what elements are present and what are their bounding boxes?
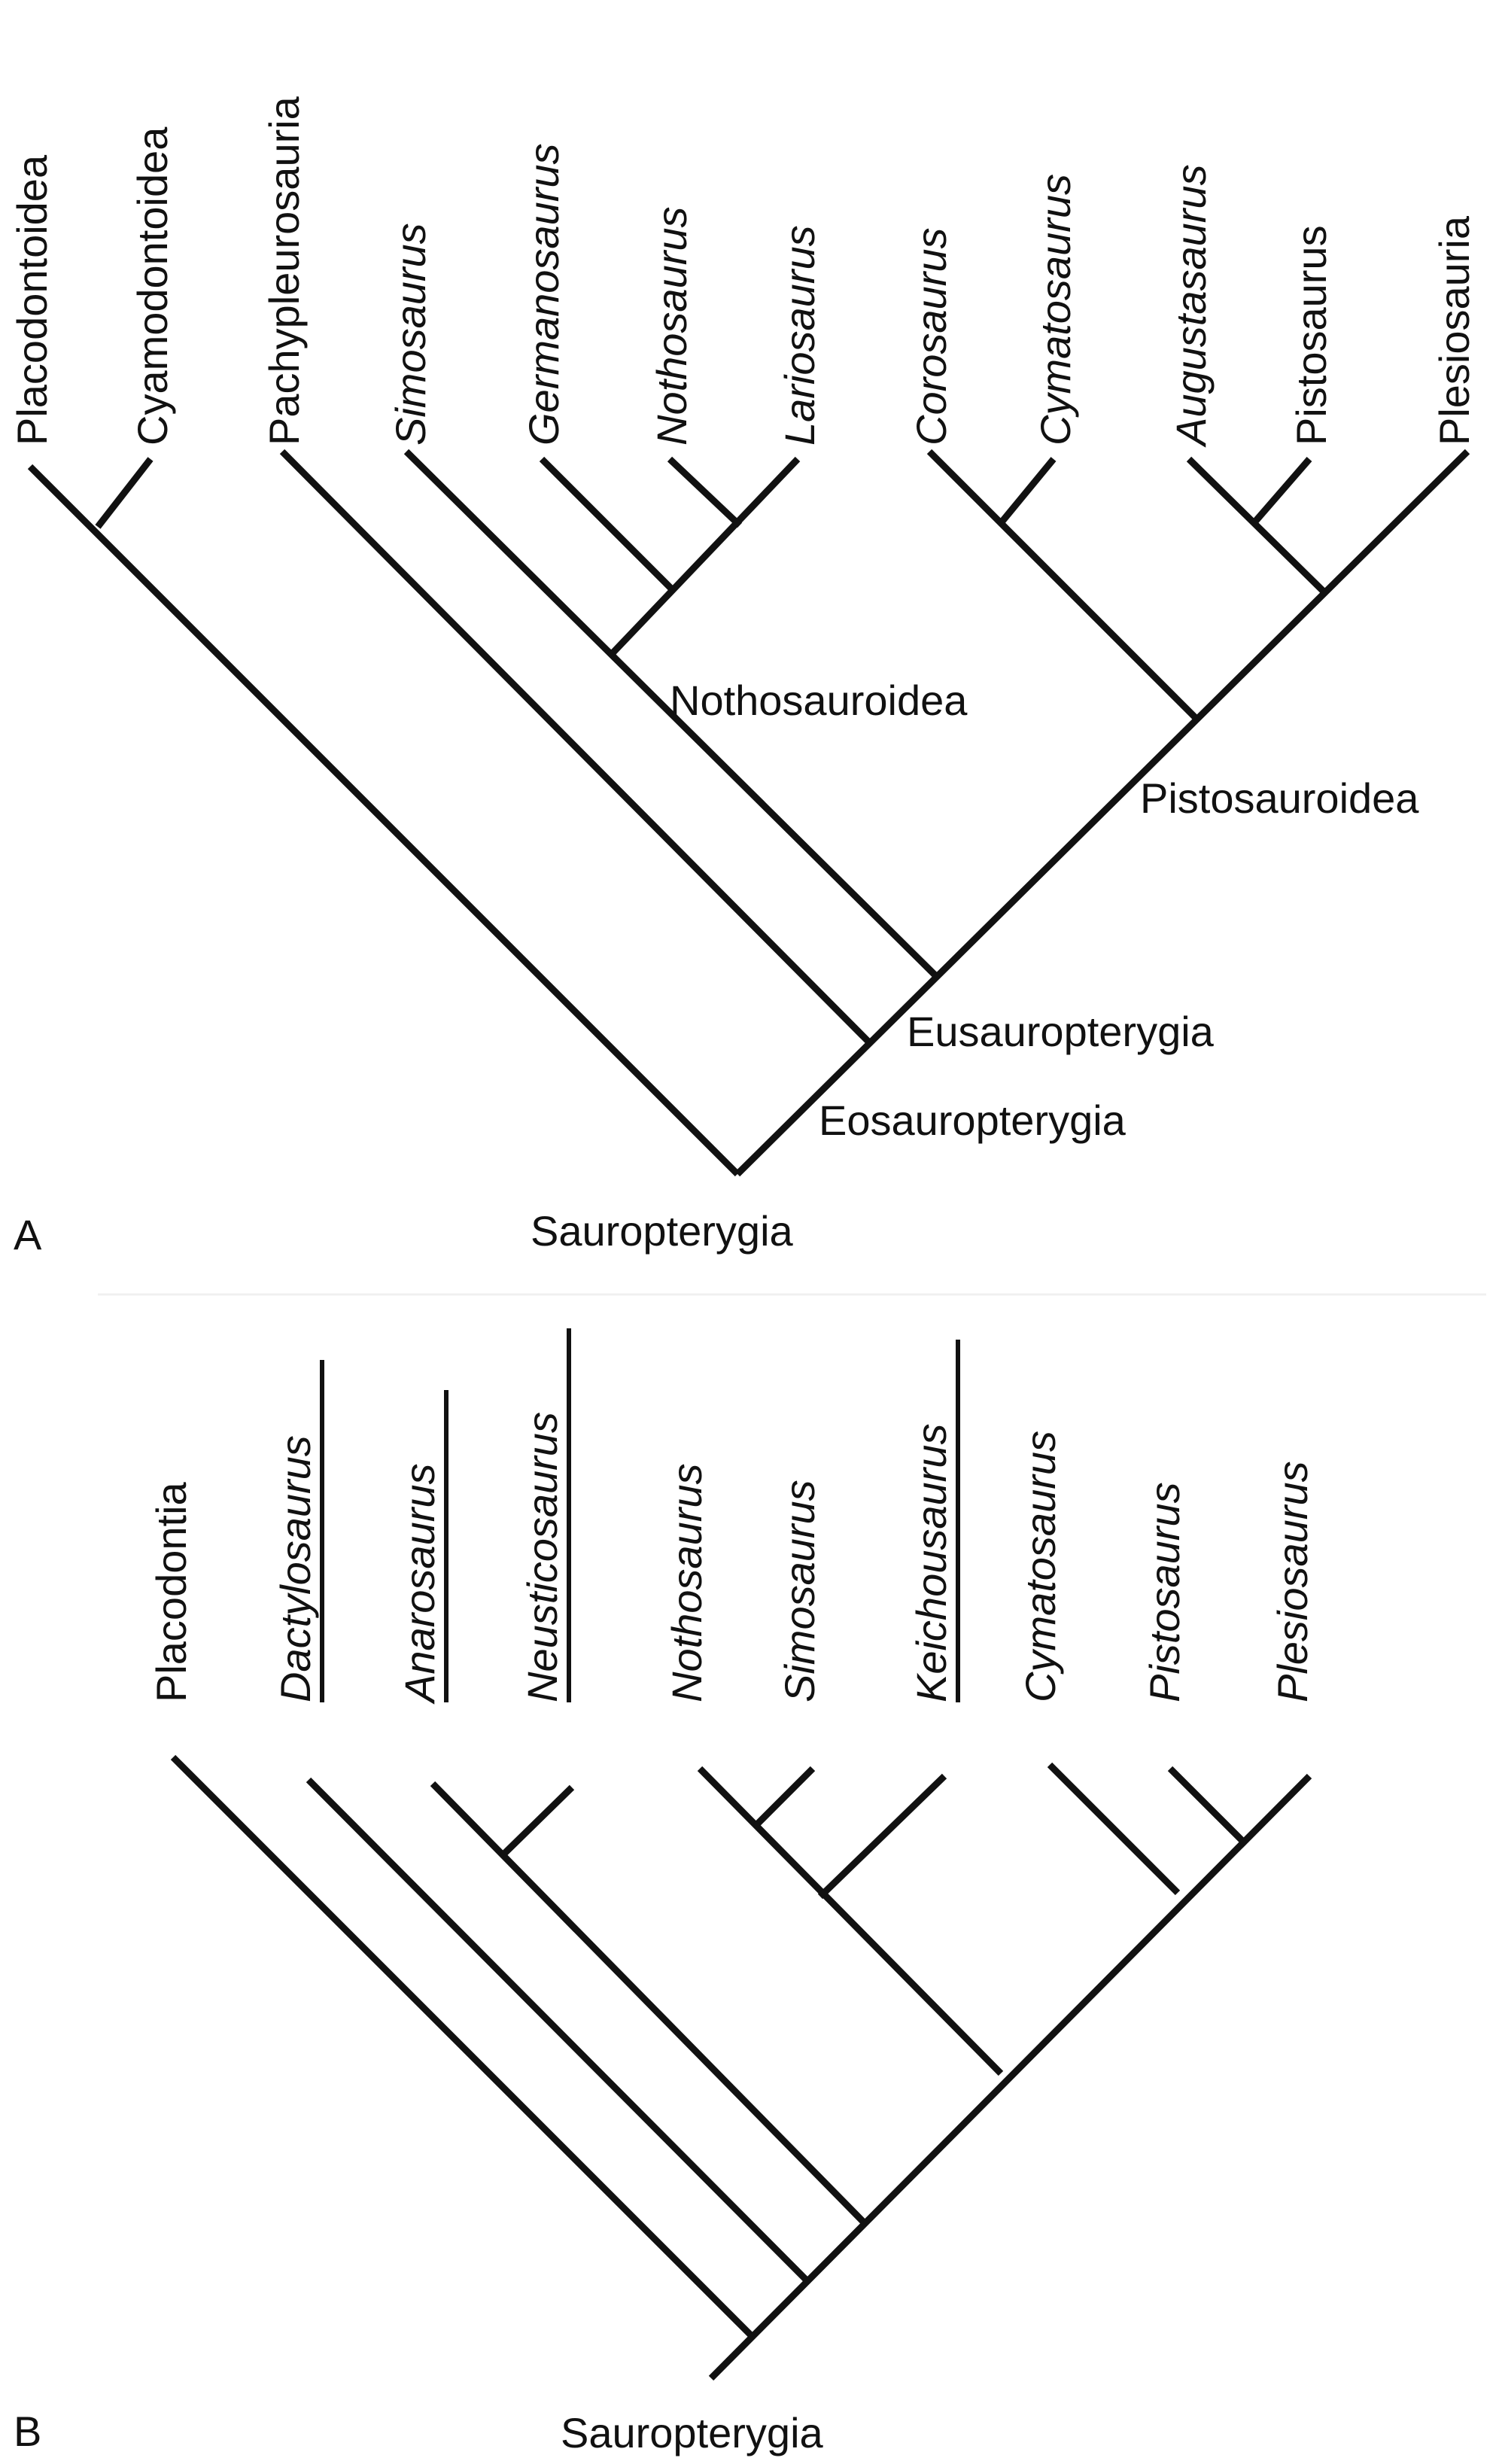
branch-simosaurus-b	[752, 1766, 816, 1830]
taxon-simosaurus-b: Simosaurus	[776, 1480, 823, 1702]
branch-cymatosaurus	[998, 457, 1057, 525]
panel-a-tree	[27, 449, 1470, 1177]
branch-placodont-clade	[27, 464, 740, 1177]
taxon-germanosaurus: Germanosaurus	[520, 143, 567, 446]
branch-neusticosaurus	[500, 1784, 575, 1858]
taxon-placodontoidea: Placodontoidea	[8, 154, 56, 446]
taxon-nothosaurus-b: Nothosaurus	[663, 1463, 710, 1702]
taxon-augustasaurus: Augustasaurus	[1167, 164, 1215, 448]
branch-augustasaurus	[1186, 456, 1326, 594]
branch-pistosaurus	[1252, 457, 1312, 524]
clade-sauropterygia-a: Sauropterygia	[531, 1207, 794, 1255]
panel-letter-b: B	[14, 2408, 41, 2455]
taxon-nothosaurus: Nothosaurus	[648, 206, 695, 446]
branch-germanosaurus	[539, 456, 677, 594]
branch-dactylosaurus	[306, 1777, 812, 2286]
panel-b-labels: Placodontia Dactylosaurus Anarosaurus Ne…	[14, 1328, 1316, 2456]
taxon-cymatosaurus: Cymatosaurus	[1032, 174, 1079, 446]
clade-eusauropterygia: Eusauropterygia	[907, 1008, 1215, 1055]
panel-b-tree	[170, 1754, 1312, 2381]
taxon-neusticosaurus: Neusticosaurus	[518, 1412, 566, 1702]
branch-anarosaurus	[430, 1781, 868, 2227]
branch-nothosauroidea	[403, 449, 940, 980]
taxon-placodontia: Placodontia	[147, 1481, 195, 1702]
taxon-cyamodontoidea: Cyamodontoidea	[129, 126, 176, 446]
branch-lariosaurus	[607, 456, 801, 659]
clade-nothosauroidea: Nothosauroidea	[670, 677, 968, 724]
taxon-simosaurus: Simosaurus	[387, 223, 434, 446]
branch-keichousaurus	[817, 1773, 947, 1900]
taxon-pistosaurus-b: Pistosaurus	[1141, 1482, 1188, 1702]
branch-cyamodontoidea	[95, 457, 154, 529]
branch-corosaurus	[926, 449, 1200, 722]
taxon-anarosaurus: Anarosaurus	[396, 1463, 443, 1705]
branch-pistosaurus-b	[1167, 1766, 1247, 1845]
taxon-plesiosaurus: Plesiosaurus	[1269, 1461, 1316, 1702]
taxon-lariosaurus: Lariosaurus	[776, 225, 823, 446]
clade-eosauropterygia: Eosauropterygia	[819, 1097, 1127, 1144]
branch-root-b	[708, 1773, 1312, 2381]
branch-placodontia	[170, 1754, 756, 2340]
taxon-keichousaurus: Keichousaurus	[908, 1424, 955, 1702]
branch-pachypleurosauria	[279, 449, 872, 1045]
taxon-pachypleurosauria: Pachypleurosauria	[260, 96, 308, 446]
branch-nothosaurus-b	[697, 1766, 1004, 2076]
taxon-corosaurus: Corosaurus	[908, 228, 955, 446]
taxon-cymatosaurus-b: Cymatosaurus	[1017, 1431, 1064, 1702]
taxon-pistosaurus: Pistosaurus	[1288, 225, 1335, 446]
clade-sauropterygia-b: Sauropterygia	[561, 2409, 824, 2456]
branch-root-a	[734, 449, 1470, 1177]
panel-letter-a: A	[14, 1211, 42, 1258]
clade-pistosauroidea: Pistosauroidea	[1140, 774, 1419, 822]
panel-a-labels: Placodontoidea Cyamodontoidea Pachypleur…	[8, 96, 1478, 1258]
branch-cymatosaurus-b	[1047, 1762, 1181, 1896]
taxon-dactylosaurus: Dactylosaurus	[272, 1435, 319, 1702]
taxon-plesiosauria: Plesiosauria	[1431, 215, 1478, 446]
branch-nothosaurus	[667, 456, 743, 528]
